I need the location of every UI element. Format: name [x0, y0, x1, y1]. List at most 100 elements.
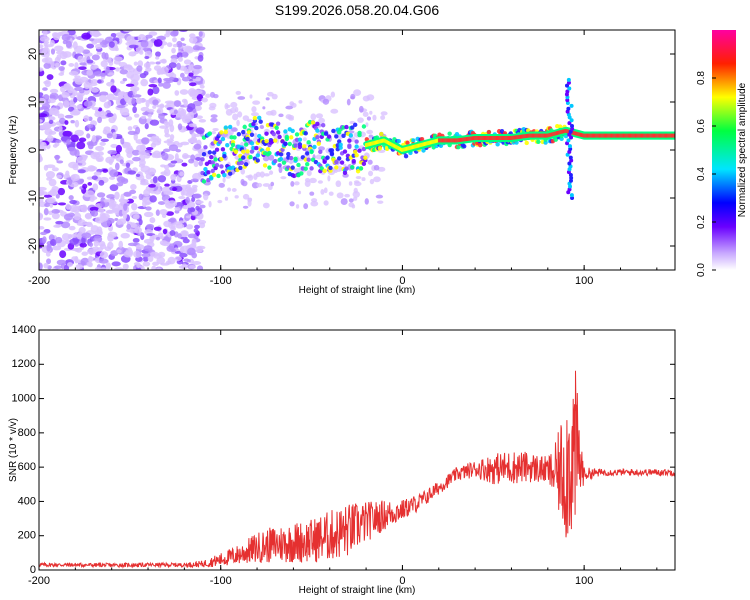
noise-blob [253, 132, 258, 139]
ridge-blob [262, 163, 268, 168]
noise-blob [105, 262, 111, 270]
ridge-blob [257, 115, 262, 121]
noise-blob [90, 151, 101, 160]
noise-blob [115, 153, 122, 161]
noise-blob [78, 66, 87, 70]
noise-blob [115, 67, 120, 72]
noise-blob [130, 223, 138, 229]
noise-blob [87, 182, 93, 186]
noise-blob [161, 186, 172, 194]
noise-blob [132, 237, 140, 243]
noise-blob [251, 106, 257, 113]
noise-blob [55, 220, 64, 225]
noise-blob [304, 180, 311, 188]
ridge-blob [354, 139, 359, 144]
noise-blob [309, 177, 317, 184]
ridge-blob [363, 155, 368, 161]
noise-blob [143, 245, 153, 252]
noise-blob [262, 155, 270, 162]
noise-blob [198, 160, 204, 167]
noise-blob [172, 43, 178, 48]
noise-blob [61, 233, 71, 241]
noise-blob [78, 226, 86, 234]
noise-blob [106, 112, 114, 118]
noise-blob [199, 204, 206, 209]
noise-blob [107, 149, 118, 155]
colorbar-gradient [712, 30, 736, 270]
ridge-blob [341, 133, 346, 138]
ridge-blob [338, 145, 343, 150]
noise-blob [126, 150, 133, 159]
noise-blob [181, 162, 188, 167]
ridge-blob [289, 135, 294, 140]
noise-blob [362, 95, 370, 102]
ridge-blob [242, 124, 247, 130]
noise-blob [164, 100, 175, 105]
noise-blob [142, 199, 147, 208]
ridge-blob [219, 156, 224, 162]
noise-blob [369, 110, 373, 115]
noise-blob [136, 65, 143, 72]
noise-blob [59, 250, 67, 259]
noise-blob [78, 219, 86, 227]
noise-blob [343, 163, 347, 167]
noise-blob [65, 40, 72, 49]
noise-blob [84, 222, 90, 226]
noise-blob [306, 170, 312, 177]
noise-blob [165, 121, 171, 128]
spike-blob [567, 121, 572, 126]
noise-blob [143, 62, 151, 69]
noise-blob [93, 171, 102, 176]
noise-blob [84, 212, 93, 220]
ridge-blob [344, 124, 349, 130]
noise-blob [366, 129, 374, 135]
noise-blob [188, 64, 196, 72]
noise-blob [139, 182, 150, 186]
noise-blob [76, 205, 84, 209]
noise-blob [162, 228, 168, 235]
noise-blob [68, 63, 75, 67]
noise-blob [106, 209, 113, 214]
noise-blob [152, 176, 158, 184]
noise-blob [298, 99, 303, 104]
ridge-blob [329, 148, 335, 153]
noise-blob [172, 37, 177, 43]
spectrogram-y-tick-label: 0 [27, 147, 39, 153]
ridge-blob [289, 155, 294, 161]
ridge-blob [329, 151, 335, 156]
ridge-blob [299, 171, 304, 176]
noise-blob [250, 112, 259, 117]
noise-blob [153, 226, 162, 231]
noise-blob [148, 31, 158, 36]
noise-blob [149, 251, 159, 257]
ridge-blob [342, 149, 348, 154]
noise-blob [42, 87, 48, 91]
noise-blob [380, 115, 386, 120]
noise-blob [361, 177, 366, 182]
ridge-blob [350, 125, 355, 130]
spike-blob [569, 175, 574, 180]
noise-blob [225, 104, 231, 108]
noise-blob [114, 267, 124, 270]
noise-blob [178, 30, 188, 33]
noise-blob [60, 60, 67, 66]
noise-blob [113, 96, 119, 101]
noise-blob [116, 249, 122, 254]
noise-blob [167, 218, 176, 223]
noise-blob [138, 218, 143, 226]
noise-blob [141, 253, 151, 258]
noise-blob [70, 120, 75, 124]
noise-blob [114, 191, 120, 200]
noise-blob [155, 51, 161, 57]
noise-blob [163, 220, 172, 228]
noise-blob [123, 251, 133, 258]
noise-blob [163, 164, 170, 170]
ridge-blob [210, 160, 215, 165]
noise-blob [169, 134, 175, 140]
noise-blob [42, 30, 48, 37]
colorbar-ticks: 0.0 0.2 0.4 0.6 0.8 [696, 71, 716, 277]
noise-blob [45, 170, 56, 179]
noise-blob [39, 186, 47, 191]
noise-blob [336, 192, 344, 199]
ridge-blob [258, 119, 263, 124]
